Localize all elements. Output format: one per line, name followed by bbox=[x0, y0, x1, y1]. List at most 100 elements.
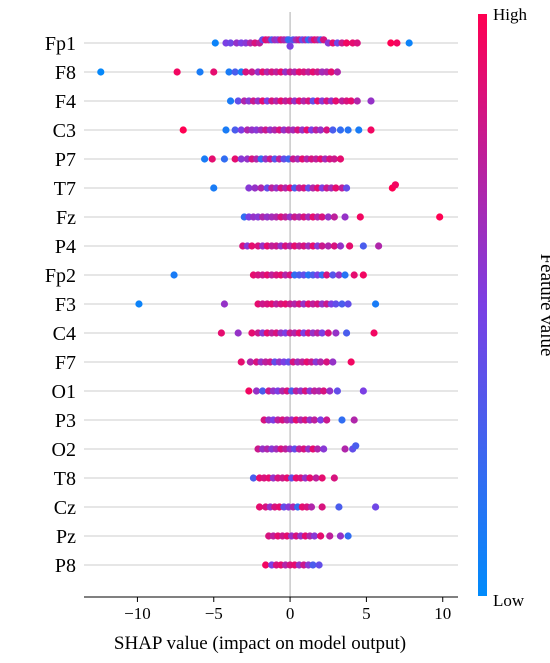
data-point bbox=[341, 271, 349, 279]
data-point bbox=[356, 213, 364, 221]
data-point bbox=[208, 155, 216, 163]
data-point bbox=[352, 442, 360, 450]
data-point bbox=[211, 39, 219, 47]
data-point bbox=[332, 184, 340, 192]
data-point bbox=[336, 155, 345, 163]
feature-label: Fp1 bbox=[45, 33, 76, 55]
data-point bbox=[255, 503, 264, 511]
feature-label: P7 bbox=[55, 149, 76, 171]
data-point bbox=[405, 39, 413, 47]
data-point bbox=[237, 126, 245, 134]
data-point bbox=[346, 242, 354, 250]
data-point bbox=[320, 445, 328, 453]
data-point bbox=[323, 126, 331, 134]
feature-label: C3 bbox=[53, 120, 76, 142]
data-point bbox=[262, 561, 270, 569]
colorbar: High Low Feature value bbox=[478, 5, 550, 610]
data-point bbox=[359, 387, 367, 395]
data-point bbox=[344, 300, 352, 308]
x-tick-label: −10 bbox=[124, 604, 151, 623]
data-point bbox=[234, 97, 242, 105]
data-point bbox=[391, 181, 400, 189]
data-point bbox=[324, 329, 332, 337]
data-point bbox=[307, 503, 316, 511]
data-point bbox=[330, 242, 338, 250]
data-point bbox=[332, 97, 340, 105]
data-point bbox=[393, 39, 401, 47]
data-point bbox=[179, 126, 187, 134]
data-point bbox=[170, 271, 178, 279]
x-tick-label: 10 bbox=[434, 604, 451, 623]
data-point bbox=[226, 39, 235, 47]
data-point bbox=[371, 503, 380, 511]
data-point bbox=[309, 561, 317, 569]
data-point bbox=[220, 300, 229, 308]
data-point bbox=[375, 242, 383, 250]
data-point bbox=[338, 300, 346, 308]
data-point bbox=[306, 474, 314, 482]
data-point bbox=[317, 358, 325, 366]
data-point bbox=[335, 503, 343, 511]
data-point bbox=[336, 532, 345, 540]
data-point bbox=[245, 387, 253, 395]
feature-label: Fp2 bbox=[45, 265, 76, 287]
data-point bbox=[226, 97, 235, 105]
data-point bbox=[326, 387, 334, 395]
data-point bbox=[237, 358, 245, 366]
data-point bbox=[332, 329, 340, 337]
feature-label: F4 bbox=[55, 91, 76, 113]
data-point bbox=[135, 300, 143, 308]
data-point bbox=[436, 213, 444, 221]
data-point bbox=[341, 445, 349, 453]
data-point bbox=[323, 271, 331, 279]
data-point bbox=[222, 126, 230, 134]
colorbar-high-label: High bbox=[493, 5, 528, 24]
colorbar-gradient bbox=[478, 14, 487, 596]
data-point bbox=[347, 97, 355, 105]
data-point bbox=[310, 416, 319, 424]
data-point bbox=[220, 155, 229, 163]
data-point bbox=[318, 242, 326, 250]
plot-area: Fp1 F8 F4 C3 P7 T7 Fz P4 Fp2 F3 C4 F7 O1 P3 O2 T8 Cz Pz P8… bbox=[45, 12, 458, 623]
data-point bbox=[320, 387, 328, 395]
data-point bbox=[173, 68, 181, 76]
data-point bbox=[286, 42, 294, 50]
data-point bbox=[234, 329, 242, 337]
data-point bbox=[341, 213, 349, 221]
data-point bbox=[252, 387, 261, 395]
data-point bbox=[342, 329, 351, 337]
feature-label: Cz bbox=[54, 497, 76, 519]
feature-label: T7 bbox=[54, 178, 76, 200]
data-point bbox=[249, 474, 258, 482]
data-point bbox=[370, 329, 378, 337]
data-point bbox=[246, 358, 254, 366]
data-point bbox=[237, 155, 245, 163]
feature-label: Fz bbox=[56, 207, 76, 229]
data-point bbox=[324, 213, 332, 221]
data-point bbox=[318, 474, 326, 482]
data-point bbox=[323, 358, 331, 366]
data-point bbox=[231, 126, 239, 134]
data-point bbox=[310, 532, 319, 540]
data-point bbox=[333, 68, 342, 76]
data-point bbox=[336, 126, 345, 134]
data-point bbox=[200, 155, 209, 163]
x-tick-label: 0 bbox=[286, 604, 295, 623]
data-point bbox=[323, 416, 331, 424]
data-point bbox=[315, 561, 323, 569]
data-point bbox=[329, 271, 337, 279]
feature-label: P3 bbox=[55, 410, 76, 432]
feature-label: P4 bbox=[55, 236, 76, 258]
data-point bbox=[329, 358, 337, 366]
data-point bbox=[97, 68, 105, 76]
data-point bbox=[317, 416, 325, 424]
feature-label: O1 bbox=[52, 381, 76, 403]
x-tick-label: −5 bbox=[205, 604, 223, 623]
data-point bbox=[367, 97, 375, 105]
data-point bbox=[248, 68, 256, 76]
data-point bbox=[326, 532, 334, 540]
data-point bbox=[313, 445, 322, 453]
x-tick-label: 5 bbox=[362, 604, 371, 623]
data-point bbox=[217, 329, 225, 337]
